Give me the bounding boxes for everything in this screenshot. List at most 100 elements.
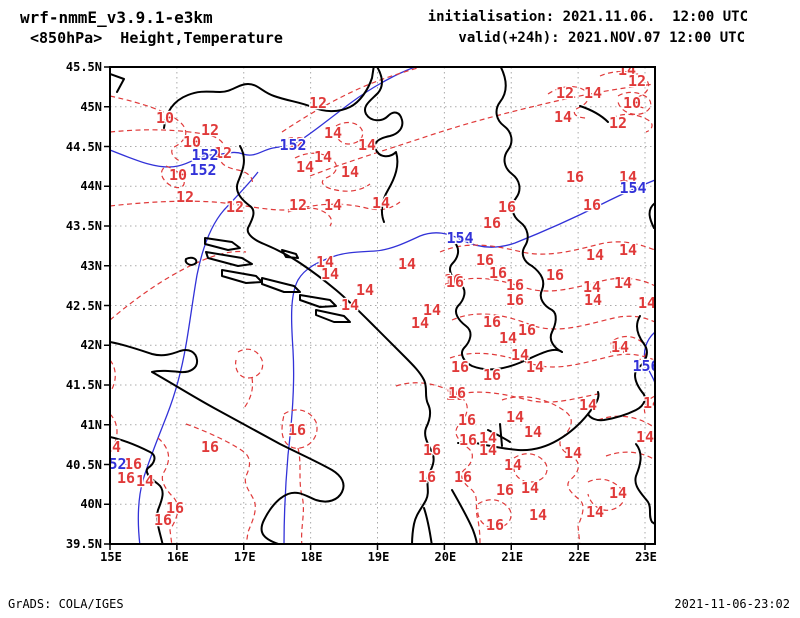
temp-contour-path (449, 352, 655, 368)
border-path (487, 429, 511, 443)
valid-time: valid(+24h): 2021.NOV.07 12:00 UTC (458, 30, 745, 46)
coastline-path (110, 73, 125, 93)
lat-axis-label: 45.5N (65, 60, 102, 74)
border-path (449, 239, 563, 371)
lat-axis-label: 41.5N (65, 378, 102, 392)
temp-contour-label: 16 (423, 441, 441, 459)
lat-axis-label: 44N (80, 179, 102, 194)
temp-contour-path (613, 335, 648, 361)
temp-contour-label: 16 (483, 214, 501, 232)
height-contour-label: 152 (189, 161, 216, 179)
temp-contour-label: 16 (117, 469, 135, 487)
temp-contour-label: 14 (504, 456, 522, 474)
border-path (531, 265, 563, 353)
temp-contour-path (643, 395, 655, 417)
temp-contour-label: 14 (636, 428, 654, 446)
lat-axis-label: 40.5N (65, 457, 102, 472)
temp-contour-label: 16 (518, 321, 536, 339)
temp-contour-label: 14 (103, 438, 121, 456)
temp-contour-label: 12 (289, 196, 307, 214)
temp-contour-label: 14 (619, 168, 637, 186)
temp-contour-label: 16 (546, 266, 564, 284)
temp-contour-path (605, 451, 655, 461)
temp-contour-label: 16 (486, 516, 504, 534)
temp-contour-path (309, 83, 655, 177)
temp-contour-label: 14 (583, 278, 601, 296)
temp-contour-label: 16 (418, 468, 436, 486)
temp-contour-label: 12 (176, 188, 194, 206)
temp-contour-label: 16 (498, 198, 516, 216)
temp-contour-path (110, 129, 253, 185)
height-contour-label: 154 (619, 179, 646, 197)
temp-contour-path (597, 415, 655, 429)
temp-contour-label: 12 (226, 198, 244, 216)
height-contour-path (283, 179, 655, 544)
lat-axis-label: 43.5N (65, 219, 102, 233)
height-contour-label: 152 (279, 136, 306, 154)
product-title: <850hPa> Height,Temperature (30, 29, 283, 47)
border-path (364, 67, 404, 223)
temp-contour-label: 14 (479, 429, 497, 447)
temp-contour-label: 14 (316, 253, 334, 271)
temp-contour-label: 16 (489, 264, 507, 282)
temp-contour-label: 14 (341, 163, 359, 181)
temp-contour-path (617, 91, 652, 115)
lon-axis-label: 18E (300, 550, 323, 564)
coastlines-and-borders (110, 67, 655, 544)
temp-contour-path (110, 359, 116, 393)
temp-contour-label: 14 (499, 329, 517, 347)
model-title: wrf-nmmE_v3.9.1-e3km (20, 8, 213, 27)
temp-contour-label: 16 (446, 273, 464, 291)
temp-contour-label: 16 (506, 291, 524, 309)
temp-contour-path (611, 113, 653, 133)
temp-contour-label: 16 (454, 468, 472, 486)
initialisation-time: initialisation: 2021.11.06. 12:00 UTC (427, 9, 748, 25)
temp-contour-label: 16 (154, 511, 172, 529)
temp-contour-path (287, 201, 401, 213)
temp-contour-label: 16 (451, 358, 469, 376)
border-path (495, 67, 533, 267)
temp-contour-label: 12 (609, 114, 627, 132)
temp-contour-label: 14 (526, 358, 544, 376)
plot-timestamp: 2021-11-06-23:02 (674, 597, 790, 611)
temp-contour-label: 14 (356, 281, 374, 299)
temp-contour-label: 16 (506, 276, 524, 294)
temp-contour-label: 14 (579, 396, 597, 414)
temp-contour-label: 14 (614, 274, 632, 292)
coastline-path (110, 436, 164, 544)
temp-contour-label: 14 (321, 265, 339, 283)
temp-contour-label: 16 (566, 168, 584, 186)
coastline-path (163, 67, 375, 129)
temp-contour-label: 16 (446, 386, 464, 404)
island-path (184, 256, 198, 266)
temp-contour-path (547, 85, 589, 119)
temp-contour-label: 16 (124, 455, 142, 473)
temp-contour-path (110, 95, 187, 163)
temp-contour-label: 16 (483, 313, 501, 331)
temp-contour-label: 14 (619, 241, 637, 259)
temp-contour-path (477, 499, 512, 529)
temp-contour-label: 14 (398, 255, 416, 273)
temp-contour-label: 14 (136, 472, 154, 490)
temp-contour-path (281, 409, 318, 449)
temp-contour-label: 14 (341, 296, 359, 314)
island-path (221, 269, 263, 284)
temp-contour-path (185, 423, 256, 544)
grads-credit: GrADS: COLA/IGES (8, 597, 124, 611)
temp-contour-label: 14 (609, 484, 627, 502)
height-contour-label: 156 (632, 357, 659, 375)
temp-contour-label: 14 (643, 394, 661, 412)
temp-contour-path (439, 241, 655, 255)
temp-contour-label: 14 (372, 194, 390, 212)
temp-contour-label: 14 (524, 423, 542, 441)
temp-contour-label: 14 (611, 338, 629, 356)
grid-lines (110, 67, 655, 544)
temp-contour-label: 14 (423, 301, 441, 319)
island-path (299, 294, 337, 308)
lat-axis-label: 40N (80, 497, 102, 512)
temp-contour-label: 14 (584, 291, 602, 309)
temp-contour-path (294, 152, 371, 192)
temp-contour-label: 14 (511, 346, 529, 364)
lon-axis-label: 20E (434, 550, 457, 564)
